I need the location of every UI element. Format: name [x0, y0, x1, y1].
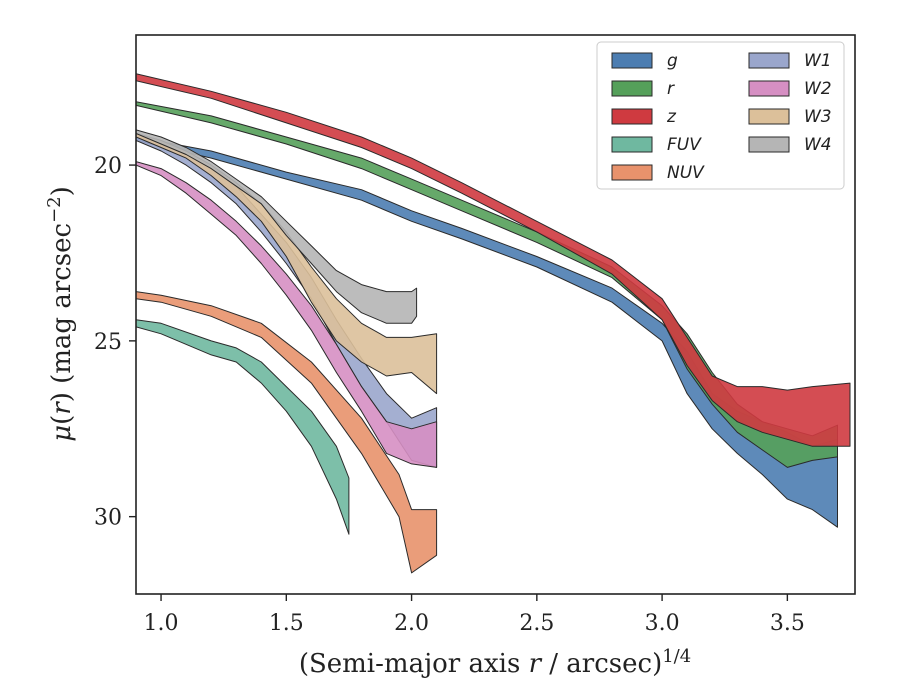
- legend-swatch-g: [611, 52, 653, 69]
- legend-label-fuv: FUV: [667, 135, 702, 155]
- x-tick-label: 3.0: [645, 611, 680, 636]
- x-tick-label: 1.0: [144, 611, 179, 636]
- legend-label-nuv: NUV: [667, 163, 705, 183]
- plot-frame: [135, 34, 856, 595]
- series-band-w2: [136, 161, 438, 468]
- legend-swatch-fuv: [611, 136, 653, 153]
- x-tick-label: 1.5: [269, 611, 304, 636]
- legend-swatch-z: [611, 108, 653, 125]
- legend-label-w2: W2: [804, 79, 832, 99]
- series-band-w4: [136, 129, 418, 324]
- legend-swatch-r: [611, 80, 653, 97]
- legend-swatch-w3: [748, 108, 790, 125]
- x-axis-label: (Semi-major axis r / arcsec)1/4: [299, 646, 691, 679]
- x-tick-label: 2.5: [519, 611, 554, 636]
- legend-swatch-nuv: [611, 164, 653, 181]
- legend-label-r: r: [667, 79, 675, 99]
- legend-swatch-w4: [748, 136, 790, 153]
- series-band-z: [136, 73, 851, 447]
- legend-label-z: z: [666, 107, 677, 127]
- legend: grz FUV NUV W1 W2 W3 W4: [596, 41, 845, 190]
- x-tick-label: 3.5: [770, 611, 805, 636]
- legend-label-w3: W3: [804, 107, 832, 127]
- legend-swatch-w2: [748, 80, 790, 97]
- y-tick-label: 30: [94, 506, 122, 531]
- series-band-nuv: [136, 291, 438, 574]
- series-layer: [136, 73, 851, 574]
- y-tick-label: 20: [94, 154, 122, 179]
- y-axis-label: μ(r) (mag arcsec−2): [44, 186, 77, 442]
- y-tick-label: 25: [94, 330, 122, 355]
- tick-layer: 1.0 1.5 2.0 2.5 3.0 3.5 20 25 30: [94, 154, 805, 636]
- series-band-g: [136, 136, 838, 528]
- x-tick-label: 2.0: [394, 611, 429, 636]
- legend-swatch-w1: [748, 52, 790, 69]
- series-band-fuv: [136, 319, 350, 535]
- legend-label-w4: W4: [804, 135, 832, 155]
- legend-label-g: g: [667, 51, 678, 71]
- legend-label-w1: W1: [804, 51, 832, 71]
